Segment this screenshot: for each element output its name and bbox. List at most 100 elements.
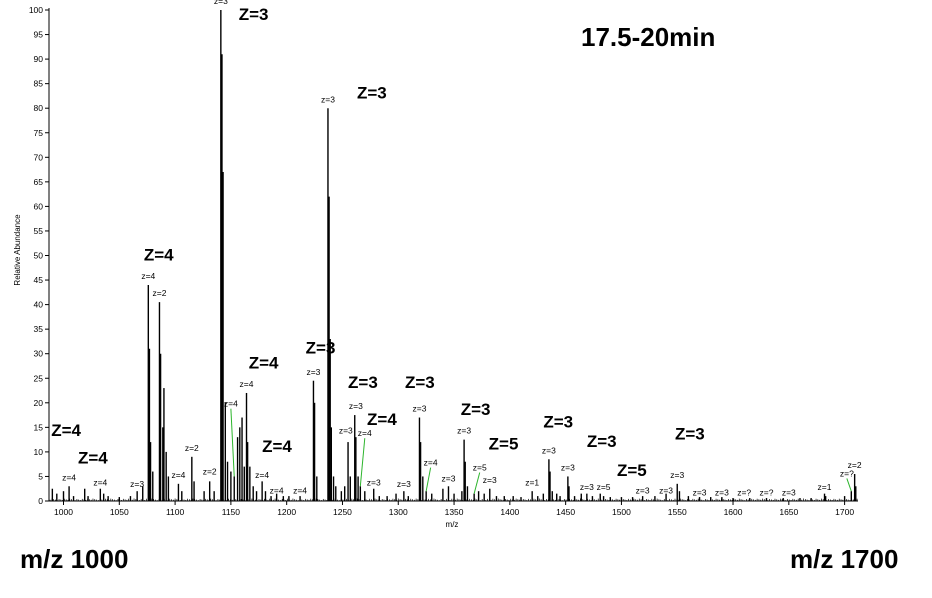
peak-charge-label: z=3 [483, 475, 497, 485]
y-tick-label: 0 [38, 496, 43, 506]
y-tick-label: 60 [34, 201, 44, 211]
x-tick-label: 1650 [779, 507, 798, 517]
peak-charge-label: z=3 [636, 486, 650, 496]
charge-state-annotation: Z=4 [78, 449, 108, 468]
peak-charge-label: z=3 [715, 488, 729, 498]
peak-charge-label: z=5 [597, 482, 611, 492]
peak-charge-label: z=4 [171, 470, 185, 480]
peak-charge-label: z=3 [349, 401, 363, 411]
peak-charge-label: z=3 [367, 477, 381, 487]
charge-state-annotation: Z=3 [587, 432, 617, 451]
peak-charge-label: z=1 [818, 482, 832, 492]
peak-label-leader [425, 467, 432, 492]
x-tick-label: 1700 [835, 507, 854, 517]
retention-window-label: 17.5-20min [581, 22, 716, 52]
peak-charge-label: z=1 [525, 477, 539, 487]
peak-charge-label: z=? [737, 488, 751, 498]
charge-state-annotation: Z=3 [543, 412, 573, 431]
y-tick-label: 20 [34, 398, 44, 408]
peak-charge-label: z=5 [473, 463, 487, 473]
charge-state-annotation: Z=4 [144, 245, 174, 264]
y-tick-label: 35 [34, 324, 44, 334]
x-tick-label: 1450 [556, 507, 575, 517]
y-tick-label: 25 [34, 373, 44, 383]
peak-charge-label: z=3 [693, 488, 707, 498]
peak-charge-label: z=? [840, 468, 854, 478]
y-tick-label: 30 [34, 349, 44, 359]
charge-state-annotation: Z=4 [249, 353, 279, 372]
peak-label-leader [359, 438, 366, 487]
charge-state-annotation: Z=3 [461, 400, 491, 419]
peak-charge-label: z=? [760, 488, 774, 498]
x-tick-label: 1200 [277, 507, 296, 517]
peak-charge-label: z=4 [424, 458, 438, 468]
charge-state-annotation: Z=5 [617, 461, 647, 480]
peak-charge-label: z=3 [659, 486, 673, 496]
charge-state-annotation: Z=3 [306, 339, 336, 358]
x-tick-label: 1300 [389, 507, 408, 517]
x-axis-title: m/z [446, 520, 459, 529]
y-tick-label: 5 [38, 471, 43, 481]
peak-charge-label: z=4 [240, 379, 254, 389]
peak-charge-label: z=4 [270, 486, 284, 496]
peak-charge-label: z=3 [782, 488, 796, 498]
peak-charge-label: z=4 [293, 486, 307, 496]
charge-state-annotation: Z=3 [239, 5, 269, 24]
charge-state-annotation: Z=3 [357, 83, 387, 102]
x-tick-label: 1050 [110, 507, 129, 517]
peak-charge-label: z=2 [152, 288, 166, 298]
peak-charge-label: z=3 [339, 426, 353, 436]
charge-state-annotation: Z=5 [489, 434, 519, 453]
y-tick-label: 40 [34, 300, 44, 310]
x-tick-label: 1150 [222, 507, 241, 517]
y-tick-label: 80 [34, 103, 44, 113]
y-tick-label: 55 [34, 226, 44, 236]
x-tick-label: 1400 [500, 507, 519, 517]
x-tick-label: 1350 [445, 507, 464, 517]
peak-charge-label: z=4 [255, 470, 269, 480]
peak-charge-label: z=4 [62, 472, 76, 482]
peak-charge-label: z=3 [397, 479, 411, 489]
y-tick-label: 45 [34, 275, 44, 285]
peak-charge-label: z=4 [141, 271, 155, 281]
spectrum-peaks [49, 10, 858, 501]
x-tick-label: 1550 [668, 507, 687, 517]
peak-charge-label: z=3 [457, 426, 471, 436]
charge-state-annotation: Z=3 [675, 425, 705, 444]
y-tick-label: 75 [34, 128, 44, 138]
y-tick-label: 85 [34, 79, 44, 89]
peak-charge-label: z=3 [321, 94, 335, 104]
y-tick-label: 100 [29, 5, 43, 15]
peak-charge-label: z=3 [214, 0, 228, 6]
peak-charge-label: z=3 [442, 473, 456, 483]
peak-charge-label: z=4 [93, 477, 107, 487]
peak-charge-label: z=3 [670, 470, 684, 480]
peak-charge-label: z=3 [130, 479, 144, 489]
charge-state-annotation: Z=4 [262, 437, 292, 456]
peak-charge-label: z=3 [306, 367, 320, 377]
peak-charge-label: z=4 [224, 399, 238, 409]
y-tick-label: 95 [34, 30, 44, 40]
x-tick-label: 1500 [612, 507, 631, 517]
y-tick-label: 50 [34, 251, 44, 261]
y-tick-label: 15 [34, 422, 44, 432]
peak-charge-label: z=3 [580, 482, 594, 492]
y-axis-title: Relative Abundance [13, 214, 22, 286]
charge-state-annotation: Z=3 [405, 373, 435, 392]
peak-charge-label: z=2 [203, 466, 217, 476]
peak-label-leader [473, 472, 481, 494]
y-tick-label: 70 [34, 152, 44, 162]
peak-charge-label: z=3 [542, 445, 556, 455]
y-tick-label: 10 [34, 447, 44, 457]
peak-charge-label: z=3 [561, 463, 575, 473]
charge-state-annotation: Z=4 [51, 421, 81, 440]
peak-charge-label: z=2 [185, 443, 199, 453]
charge-state-annotation: Z=4 [367, 410, 397, 429]
y-tick-label: 65 [34, 177, 44, 187]
peak-charge-label: z=4 [358, 428, 372, 438]
charge-state-annotation: Z=3 [348, 373, 378, 392]
x-tick-label: 1000 [54, 507, 73, 517]
peak-label-leader [846, 478, 852, 492]
x-tick-label: 1100 [166, 507, 185, 517]
